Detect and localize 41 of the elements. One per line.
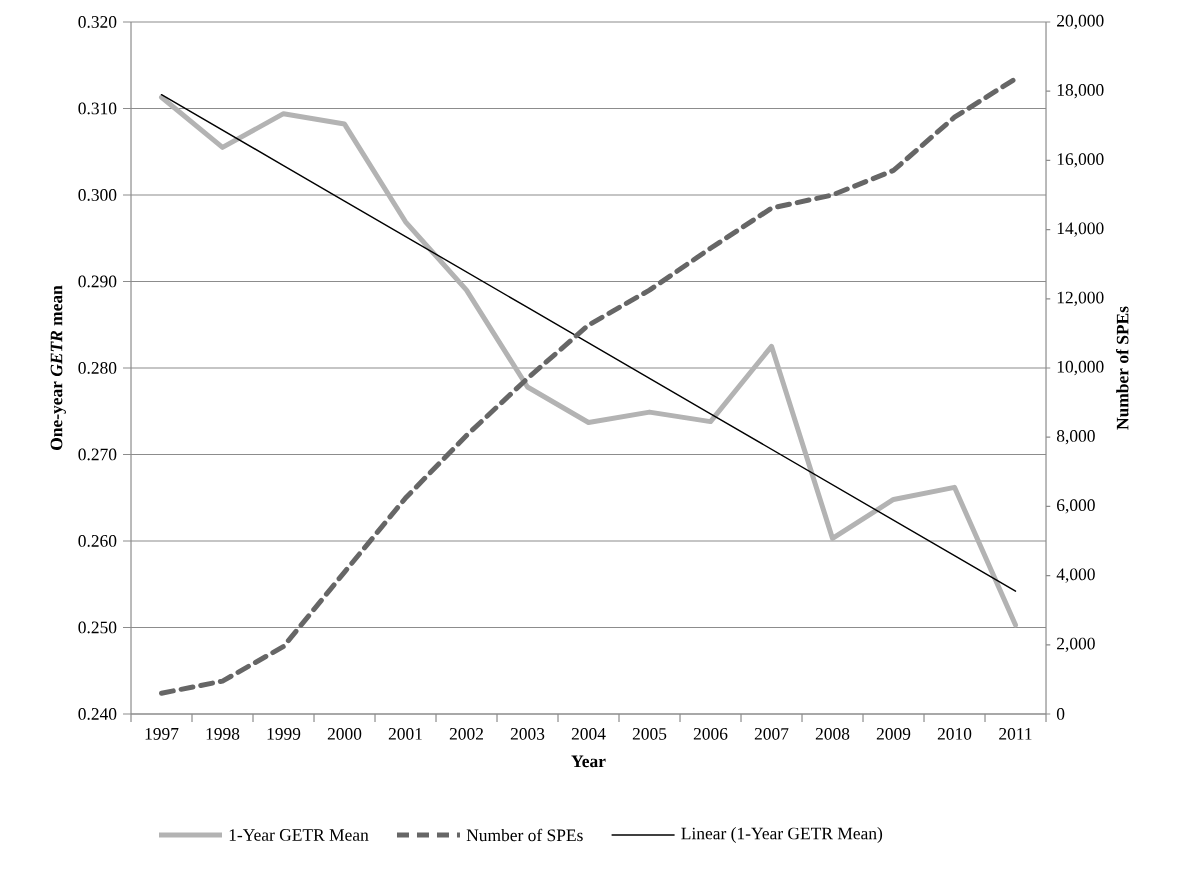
x-tick-label: 1997	[145, 727, 179, 740]
y2-axis-title: Number of SPEs	[1116, 306, 1129, 430]
y2-tick-label: 6,000	[1057, 499, 1095, 514]
y-tick-label: 0.300	[78, 189, 117, 201]
y-tick-label: 0.320	[78, 16, 117, 28]
y2-tick-label: 2,000	[1057, 637, 1095, 652]
x-tick-label: 2004	[571, 728, 606, 740]
legend-label: Number of SPEs	[466, 828, 583, 842]
legend-label: 1-Year GETR Mean	[229, 829, 369, 841]
x-tick-label: 2003	[510, 728, 545, 740]
y2-tick-label: 10,000	[1057, 360, 1104, 376]
y-tick-label: 0.250	[78, 621, 117, 634]
y2-tick-label: 4,000	[1056, 568, 1095, 583]
x-tick-label: 2011	[999, 728, 1032, 740]
y2-tick-label: 12,000	[1057, 291, 1104, 306]
y-tick-label: 0.260	[78, 535, 117, 547]
y2-tick-label: 8,000	[1056, 430, 1095, 445]
legend-label: Linear (1-Year GETR Mean)	[681, 827, 883, 843]
y2-tick-label: 16,000	[1057, 153, 1104, 168]
x-tick-label: 1998	[206, 728, 240, 740]
y2-tick-label: 14,000	[1057, 222, 1104, 237]
x-tick-label: 2001	[388, 728, 422, 740]
x-tick-label: 2007	[754, 728, 789, 740]
y-tick-label: 0.290	[78, 275, 117, 288]
x-tick-label: 2010	[937, 728, 972, 740]
y-tick-label: 0.280	[78, 362, 117, 374]
x-tick-label: 2000	[327, 728, 362, 740]
y-axis-title: One-year GETR mean	[50, 285, 66, 450]
y-tick-label: 0.310	[78, 102, 117, 115]
x-axis-title: Year	[571, 755, 606, 768]
x-tick-label: 2006	[693, 728, 728, 740]
y-tick-label: 0.240	[78, 708, 117, 720]
x-tick-label: 2009	[876, 728, 911, 740]
y2-tick-label: 20,000	[1057, 14, 1104, 30]
x-tick-label: 2008	[815, 728, 850, 740]
y2-tick-label: 18,000	[1057, 84, 1104, 99]
y-tick-label: 0.270	[78, 448, 117, 461]
x-tick-label: 1999	[267, 727, 301, 740]
x-tick-label: 2002	[449, 728, 483, 740]
y2-tick-label: 0	[1056, 708, 1065, 720]
x-tick-label: 2005	[632, 728, 667, 740]
